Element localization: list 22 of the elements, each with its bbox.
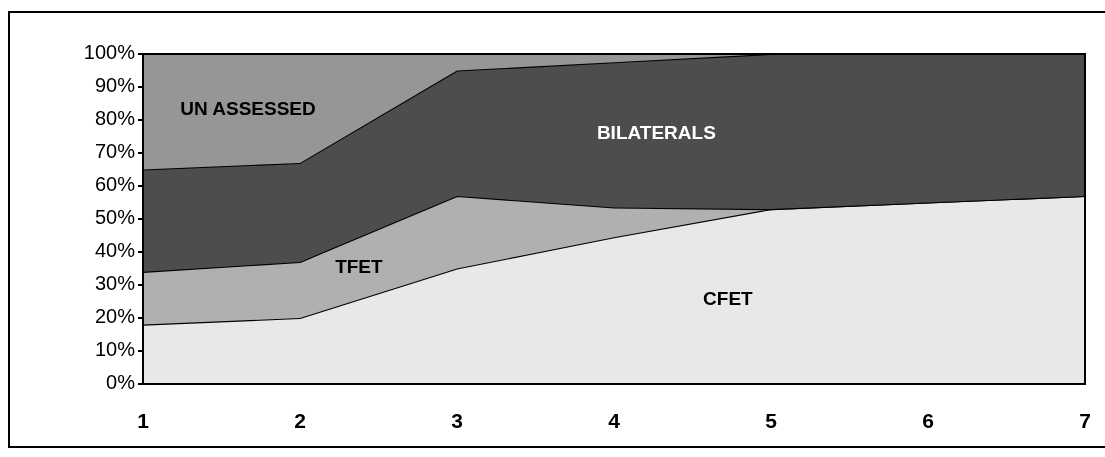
x-tick-label: 4 [608, 409, 621, 432]
y-tick-label: 50% [94, 206, 136, 229]
y-tick-label: 0% [106, 371, 136, 394]
y-tick-label: 100% [83, 41, 136, 64]
series-label: CFET [703, 288, 754, 310]
x-tick-label: 5 [765, 409, 778, 432]
x-tick-label: 3 [451, 409, 463, 432]
series-label: TFET [335, 256, 384, 278]
series-label: BILATERALS [596, 121, 716, 143]
x-tick-label: 6 [922, 409, 934, 432]
y-tick-label: 40% [94, 239, 136, 262]
y-tick-label: 30% [94, 272, 136, 295]
y-tick-label: 80% [94, 107, 136, 130]
y-tick-label: 70% [94, 140, 136, 163]
x-tick-label: 2 [294, 409, 306, 432]
x-tick-label: 7 [1079, 409, 1091, 432]
series-label: UN ASSESSED [180, 97, 316, 119]
y-tick-label: 10% [94, 338, 136, 361]
x-tick-label: 1 [137, 409, 150, 432]
y-tick-label: 90% [94, 74, 136, 97]
y-tick-label: 60% [94, 173, 136, 196]
y-tick-label: 20% [94, 305, 136, 328]
